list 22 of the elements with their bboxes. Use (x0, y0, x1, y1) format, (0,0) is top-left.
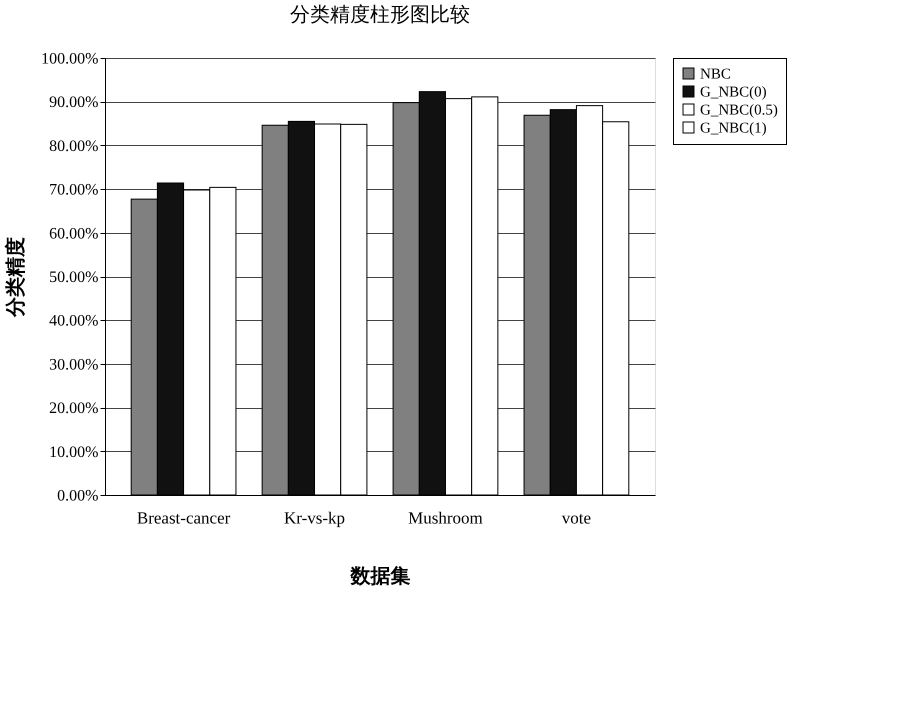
x-tick-label: Mushroom (408, 508, 483, 528)
y-tick-label: 80.00% (49, 138, 98, 155)
y-axis-title: 分类精度 (4, 237, 28, 318)
y-tick-label: 100.00% (41, 50, 98, 68)
legend-label: NBC (700, 66, 731, 82)
y-tick-label: 70.00% (49, 182, 98, 199)
legend-label: G_NBC(0) (700, 84, 767, 100)
legend-label: G_NBC(0.5) (700, 102, 778, 118)
y-tick-label: 90.00% (49, 94, 98, 112)
x-tick-label: vote (562, 508, 592, 528)
x-axis-title: 数据集 (350, 566, 410, 588)
y-tick-label: 0.00% (57, 488, 98, 504)
y-tick-label: 20.00% (49, 400, 98, 418)
x-tick-label: Breast-cancer (136, 508, 231, 528)
x-tick-label: Kr-vs-kp (284, 508, 346, 528)
y-tick-label: 10.00% (49, 444, 98, 461)
y-tick-label: 40.00% (49, 312, 98, 330)
legend-label: G_NBC(1) (700, 120, 767, 136)
y-tick-label: 60.00% (49, 225, 98, 242)
y-tick-label: 30.00% (49, 356, 98, 374)
y-tick-label: 50.00% (49, 269, 98, 286)
chart-title: 分类精度柱形图比较 (290, 4, 470, 26)
